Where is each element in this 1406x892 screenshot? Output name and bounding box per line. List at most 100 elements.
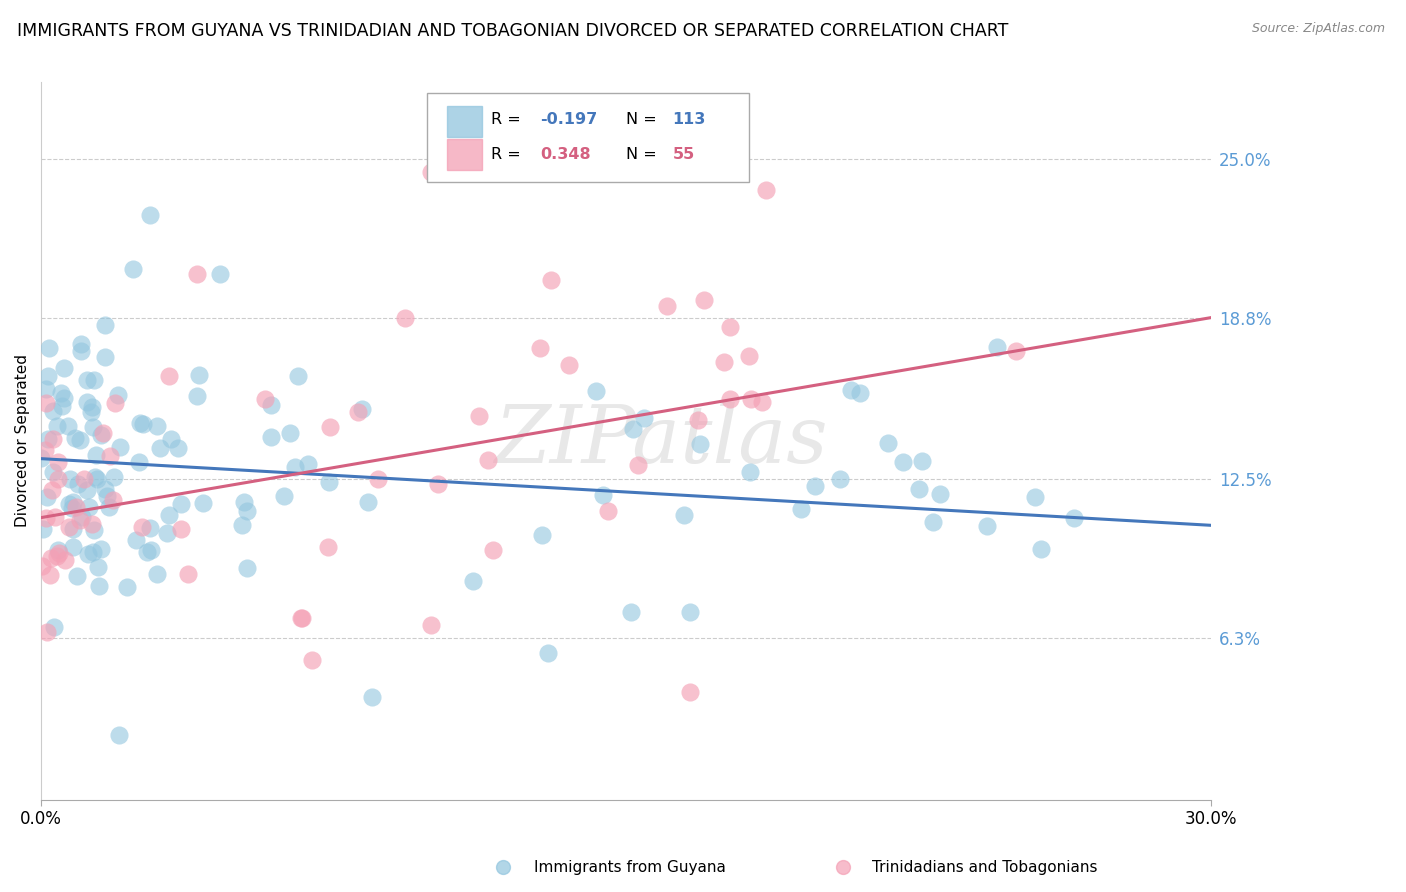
Point <box>83 373 105 387</box>
Point <box>96 489 118 503</box>
Point <box>832 860 855 874</box>
Point <box>62 540 84 554</box>
Point <box>318 475 340 489</box>
Text: N =: N = <box>626 147 662 161</box>
Point <box>531 528 554 542</box>
Point <box>93 483 115 497</box>
Point <box>672 508 695 523</box>
Point <box>693 293 716 307</box>
Text: R =: R = <box>491 147 526 161</box>
Point <box>35 490 58 504</box>
Point <box>367 472 389 486</box>
Point <box>117 581 139 595</box>
Point <box>139 208 162 222</box>
Point <box>718 392 741 407</box>
Point <box>42 465 65 479</box>
Point <box>186 267 208 281</box>
Point <box>86 472 108 486</box>
Point <box>149 441 172 455</box>
Point <box>91 425 114 440</box>
Point <box>477 452 499 467</box>
Point <box>160 432 183 446</box>
Point <box>82 420 104 434</box>
Point <box>481 543 503 558</box>
Point <box>31 558 53 573</box>
Point <box>56 418 79 433</box>
Text: IMMIGRANTS FROM GUYANA VS TRINIDADIAN AND TOBAGONIAN DIVORCED OR SEPARATED CORRE: IMMIGRANTS FROM GUYANA VS TRINIDADIAN AN… <box>17 22 1008 40</box>
Point <box>592 488 614 502</box>
Point <box>540 273 562 287</box>
Point <box>49 386 72 401</box>
Point <box>35 382 58 396</box>
Point <box>986 340 1008 354</box>
Point <box>132 417 155 432</box>
FancyBboxPatch shape <box>427 93 748 182</box>
Point <box>103 470 125 484</box>
Point <box>318 540 340 554</box>
Point <box>790 502 813 516</box>
Point <box>273 489 295 503</box>
Point <box>830 472 852 486</box>
Point <box>170 497 193 511</box>
Point <box>66 568 89 582</box>
Point <box>394 310 416 325</box>
Point <box>357 495 380 509</box>
Point <box>755 182 778 196</box>
Point <box>177 567 200 582</box>
Point <box>46 472 69 486</box>
Point <box>278 425 301 440</box>
Point <box>679 606 702 620</box>
Y-axis label: Divorced or Separated: Divorced or Separated <box>15 354 30 527</box>
Point <box>98 449 121 463</box>
Point <box>290 611 312 625</box>
Point <box>53 553 76 567</box>
Point <box>166 441 188 455</box>
Point <box>922 515 945 529</box>
Point <box>209 267 232 281</box>
Point <box>128 416 150 430</box>
Point <box>107 388 129 402</box>
Point <box>35 395 58 409</box>
Point <box>236 504 259 518</box>
Point <box>125 533 148 548</box>
Point <box>35 510 58 524</box>
Point <box>347 405 370 419</box>
Point <box>319 420 342 434</box>
Point <box>585 384 607 398</box>
Text: -0.197: -0.197 <box>540 112 598 128</box>
Point <box>259 430 281 444</box>
Point <box>104 396 127 410</box>
Point <box>718 320 741 334</box>
Point <box>62 495 84 509</box>
Point <box>537 647 560 661</box>
Point <box>77 500 100 514</box>
Point <box>79 404 101 418</box>
Point <box>713 355 735 369</box>
Point <box>233 494 256 508</box>
Point <box>76 395 98 409</box>
Point <box>131 520 153 534</box>
Point <box>41 483 63 498</box>
Point <box>94 350 117 364</box>
Point <box>52 391 75 405</box>
Point <box>44 509 66 524</box>
Point <box>157 508 180 523</box>
Point <box>468 409 491 423</box>
Point <box>39 568 62 582</box>
Point <box>51 399 73 413</box>
Point <box>419 618 441 632</box>
Text: ZIPatlas: ZIPatlas <box>494 402 828 480</box>
Point <box>90 542 112 557</box>
Point <box>30 451 52 466</box>
Point <box>42 620 65 634</box>
Point <box>141 542 163 557</box>
Point <box>42 432 65 446</box>
Point <box>426 477 449 491</box>
Point <box>877 436 900 450</box>
Point <box>70 509 93 524</box>
Point <box>1063 510 1085 524</box>
Point <box>69 513 91 527</box>
Text: 113: 113 <box>672 112 706 128</box>
Point <box>93 318 115 333</box>
Point <box>80 400 103 414</box>
